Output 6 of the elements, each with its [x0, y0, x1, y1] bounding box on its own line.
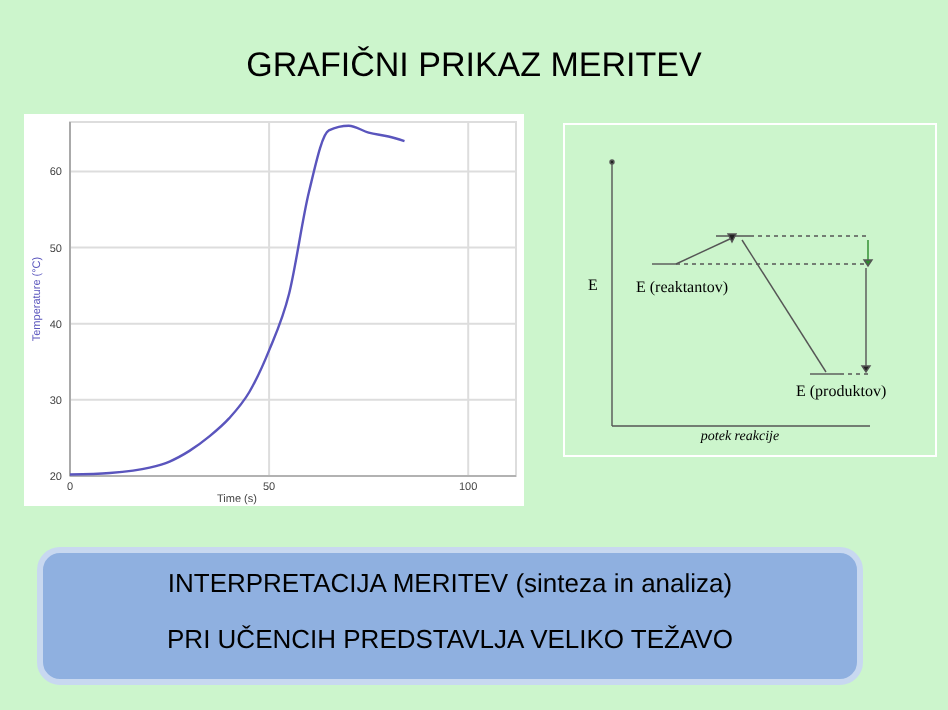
text: PRI UČENCIH PREDSTAVLJA VELIKO TEŽAVO — [167, 624, 733, 654]
text: INTERPRETACIJA MERITEV (sinteza in analiza) — [167, 568, 733, 598]
chart-title: GRAFIČNI PRIKAZ MERITEV — [246, 46, 703, 84]
text: E (produktov) — [796, 382, 887, 400]
text: E (reaktantov) — [636, 278, 729, 296]
text: E — [588, 276, 598, 294]
